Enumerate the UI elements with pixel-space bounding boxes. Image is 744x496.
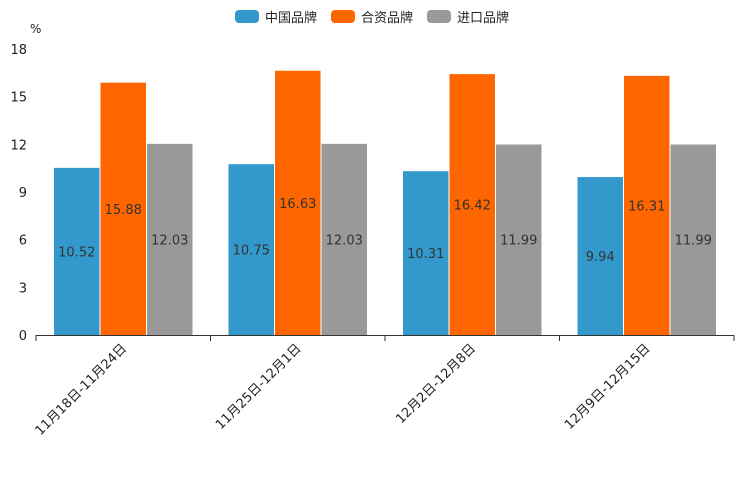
bar <box>321 143 367 335</box>
legend-swatch-china-brand <box>234 10 259 23</box>
y-axis-unit-label: % <box>30 22 42 36</box>
bar <box>100 82 146 335</box>
bar-value-label: 16.42 <box>454 199 491 214</box>
bar <box>670 144 716 335</box>
bar-value-label: 10.52 <box>58 245 95 260</box>
y-tick-label: 18 <box>10 43 27 58</box>
bar-value-label: 10.31 <box>407 247 444 262</box>
x-tick-label: 12月2日-12月8日 <box>393 341 479 427</box>
chart-legend: 中国品牌 合资品牌 进口品牌 <box>0 7 744 26</box>
y-tick-label: 15 <box>10 91 27 106</box>
bar-value-label: 12.03 <box>151 233 188 248</box>
bar-value-label: 11.99 <box>500 234 537 249</box>
bar <box>275 70 321 336</box>
y-tick-label: 6 <box>19 234 27 249</box>
legend-swatch-joint-venture-brand <box>330 10 355 23</box>
bar-value-label: 12.03 <box>326 233 363 248</box>
bar <box>624 75 670 335</box>
bar <box>228 164 274 335</box>
bar-value-label: 16.31 <box>628 199 665 214</box>
bar-value-label: 10.75 <box>233 244 270 259</box>
x-tick-label: 11月25日-12月1日 <box>213 341 305 433</box>
bar <box>403 171 449 335</box>
legend-label-imported-brand: 进口品牌 <box>457 11 510 26</box>
y-tick-label: 3 <box>19 281 27 296</box>
legend-label-joint-venture-brand: 合资品牌 <box>360 11 413 26</box>
bar <box>496 144 542 335</box>
bar-value-label: 15.88 <box>105 203 142 218</box>
legend-item-joint-venture-brand[interactable]: 合资品牌 <box>330 7 413 26</box>
legend-item-imported-brand[interactable]: 进口品牌 <box>427 7 509 26</box>
bar-value-label: 11.99 <box>675 234 712 249</box>
bar <box>54 167 100 335</box>
legend-label-china-brand: 中国品牌 <box>264 11 317 26</box>
y-tick-label: 0 <box>19 329 27 344</box>
x-tick-label: 12月9日-12月15日 <box>562 341 654 433</box>
x-tick-label: 11月18日-11月24日 <box>33 341 130 438</box>
bar-value-label: 16.63 <box>279 197 316 212</box>
y-tick-label: 9 <box>19 186 27 201</box>
legend-item-china-brand[interactable]: 中国品牌 <box>234 7 317 26</box>
legend-swatch-imported-brand <box>427 10 451 23</box>
y-tick-label: 12 <box>10 138 27 153</box>
bar <box>147 143 193 335</box>
bar <box>449 74 495 336</box>
bar-value-label: 9.94 <box>586 250 615 265</box>
bar <box>577 177 623 335</box>
